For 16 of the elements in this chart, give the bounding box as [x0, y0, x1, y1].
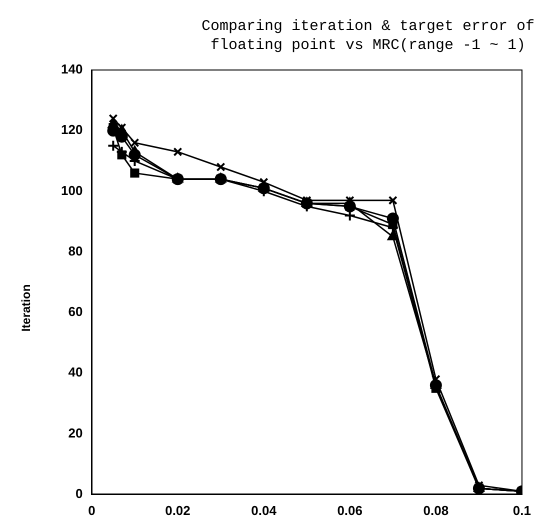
y-tick-label: 60: [68, 304, 83, 320]
y-tick-label: 140: [60, 62, 83, 77]
x-tick-label: 0.1: [512, 502, 532, 518]
x-tick-label: 0.06: [337, 502, 363, 518]
y-tick-label: 120: [60, 122, 83, 138]
y-tick-label: 100: [60, 182, 83, 198]
y-tick-label: 20: [68, 425, 83, 440]
x-tick-label: 0.02: [165, 502, 190, 518]
y-tick-label: 0: [75, 486, 83, 501]
chart-title: Comparing iteration & target error of floating point vs MRC(range -1 ~ 1): [201, 18, 535, 54]
x-tick-label: 0: [88, 502, 96, 518]
x-tick-label: 0.04: [251, 502, 278, 518]
y-tick-label: 80: [68, 243, 83, 258]
y-tick-label: 40: [68, 364, 83, 380]
y-axis-title: Iteration: [19, 284, 33, 332]
x-tick-label: 0.08: [423, 502, 449, 518]
